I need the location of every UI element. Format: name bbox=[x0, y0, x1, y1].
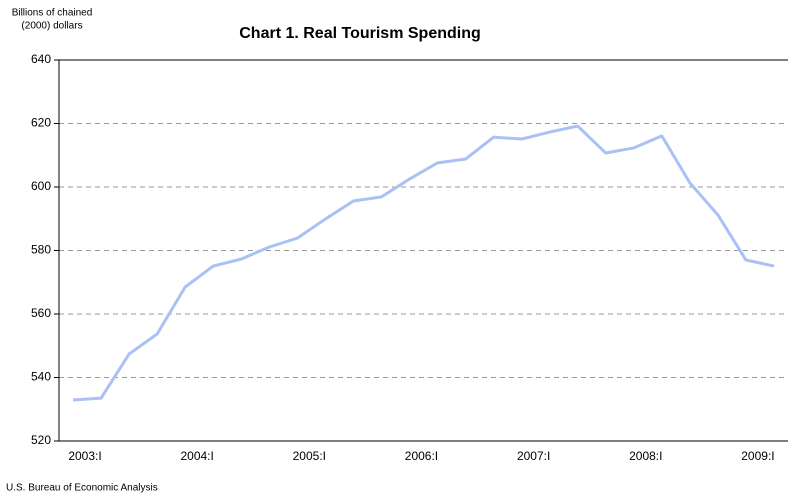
y-tick-label: 520 bbox=[31, 433, 51, 447]
x-tick-label: 2006:I bbox=[405, 449, 438, 463]
data-line bbox=[72, 124, 775, 402]
x-tick-label: 2008:I bbox=[629, 449, 662, 463]
x-tick-label: 2007:I bbox=[517, 449, 550, 463]
y-tick-label: 580 bbox=[31, 243, 51, 257]
y-axis-label: Billions of chained bbox=[12, 8, 93, 19]
x-tick-label: 2003:I bbox=[68, 449, 101, 463]
x-tick-label: 2005:I bbox=[293, 449, 326, 463]
source-note: U.S. Bureau of Economic Analysis bbox=[6, 483, 158, 494]
y-tick-label: 640 bbox=[31, 52, 51, 66]
y-tick-label: 560 bbox=[31, 306, 51, 320]
chart-title: Chart 1. Real Tourism Spending bbox=[239, 25, 481, 42]
y-tick-label: 600 bbox=[31, 179, 51, 193]
x-tick-label: 2004:I bbox=[180, 449, 213, 463]
y-tick-label: 540 bbox=[31, 370, 51, 384]
y-axis-label: (2000) dollars bbox=[21, 21, 82, 32]
x-tick-label: 2009:I bbox=[741, 449, 774, 463]
y-tick-label: 620 bbox=[31, 116, 51, 130]
